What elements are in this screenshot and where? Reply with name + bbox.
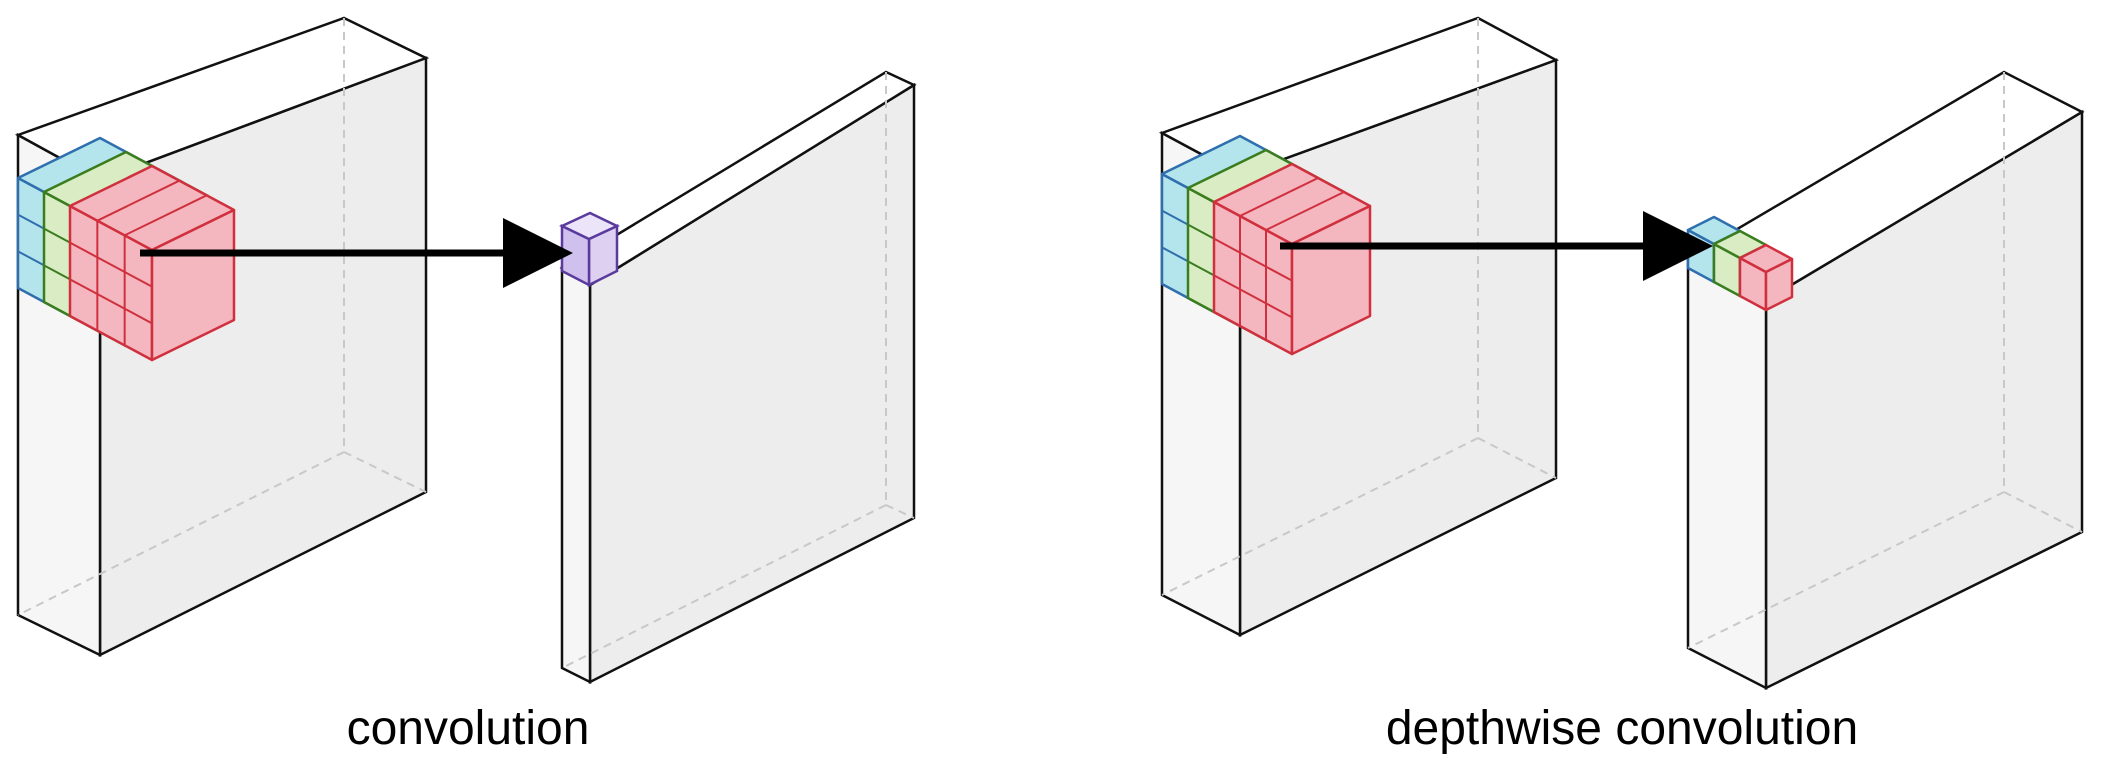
kernel-channel-red-grid-h [69,278,153,325]
caption-convolution: convolution [347,702,590,755]
output-pixel-cube [559,211,620,288]
dw-kernel-channel-red-grid-h [1213,237,1293,282]
output-volume-left [559,70,917,685]
kernel-channel-red-grid-h [69,241,153,288]
caption-depthwise-convolution: depthwise convolution [1386,702,1858,755]
input-volume-left [14,16,430,658]
kernel-channel-red-grid-t [96,179,180,222]
depthwise-kernel-right [1160,134,1372,356]
output-volume-right [1685,70,2085,691]
dw-kernel-channel-red-grid-t [1239,177,1319,217]
input-volume-right [1158,16,1560,638]
dw-output-pixel-red-side [1764,257,1794,312]
kernel-3x3x3-left [16,136,236,362]
dw-kernel-channel-red-grid-h [1213,274,1293,319]
kernel-channel-red-grid-t [124,194,208,237]
dw-kernel-channel-red-grid-t [1265,191,1345,231]
